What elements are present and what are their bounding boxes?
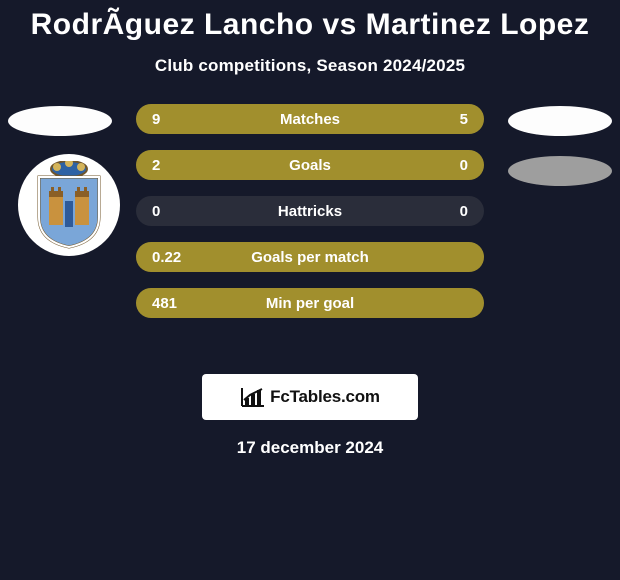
stat-row: 2Goals0 bbox=[136, 150, 484, 180]
stat-label: Goals bbox=[136, 157, 484, 174]
page-title: RodrÃ­guez Lancho vs Martinez Lopez bbox=[0, 8, 620, 42]
row-text: 481Min per goal bbox=[136, 288, 484, 318]
subtitle: Club competitions, Season 2024/2025 bbox=[0, 56, 620, 76]
stat-row: 9Matches5 bbox=[136, 104, 484, 134]
left-value: 481 bbox=[152, 295, 177, 312]
left-value: 0.22 bbox=[152, 249, 181, 266]
stat-label: Hattricks bbox=[136, 203, 484, 220]
date-label: 17 december 2024 bbox=[0, 438, 620, 458]
left-value: 2 bbox=[152, 157, 160, 174]
left-ellipse-placeholder bbox=[8, 106, 112, 136]
right-value: 0 bbox=[460, 203, 468, 220]
stat-label: Matches bbox=[136, 111, 484, 128]
club-badge bbox=[18, 154, 120, 256]
row-text: 0Hattricks0 bbox=[136, 196, 484, 226]
stat-label: Goals per match bbox=[136, 249, 484, 266]
row-text: 2Goals0 bbox=[136, 150, 484, 180]
right-value: 0 bbox=[460, 157, 468, 174]
comparison-area: 9Matches52Goals00Hattricks00.22Goals per… bbox=[0, 104, 620, 364]
fctables-logo[interactable]: FcTables.com bbox=[202, 374, 418, 420]
right-value: 5 bbox=[460, 111, 468, 128]
right-ellipse-placeholder bbox=[508, 106, 612, 136]
chart-icon bbox=[240, 386, 266, 408]
row-text: 0.22Goals per match bbox=[136, 242, 484, 272]
left-value: 9 bbox=[152, 111, 160, 128]
stat-rows: 9Matches52Goals00Hattricks00.22Goals per… bbox=[136, 104, 484, 334]
stat-row: 481Min per goal bbox=[136, 288, 484, 318]
stat-row: 0Hattricks0 bbox=[136, 196, 484, 226]
stat-label: Min per goal bbox=[136, 295, 484, 312]
right-ellipse-placeholder-2 bbox=[508, 156, 612, 186]
shield-icon bbox=[29, 161, 109, 249]
logo-text: FcTables.com bbox=[270, 387, 380, 407]
row-text: 9Matches5 bbox=[136, 104, 484, 134]
stat-row: 0.22Goals per match bbox=[136, 242, 484, 272]
left-value: 0 bbox=[152, 203, 160, 220]
